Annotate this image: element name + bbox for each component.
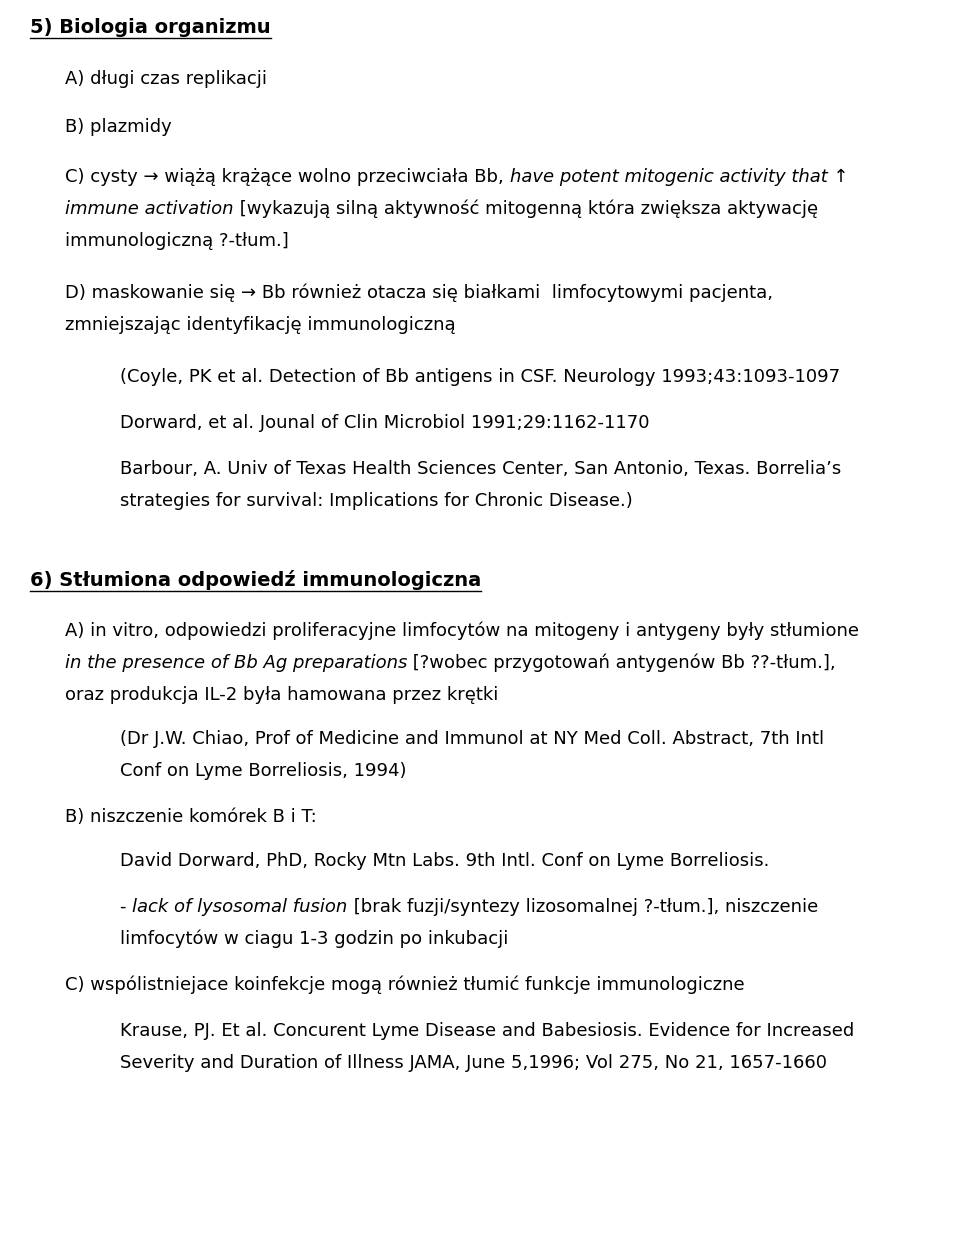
Text: B) niszczenie komórek B i T:: B) niszczenie komórek B i T: bbox=[65, 808, 317, 826]
Text: oraz produkcja IL-2 była hamowana przez krętki: oraz produkcja IL-2 była hamowana przez … bbox=[65, 686, 498, 704]
Text: immune activation: immune activation bbox=[65, 201, 233, 218]
Text: lack of lysosomal fusion: lack of lysosomal fusion bbox=[132, 898, 348, 916]
Text: C) wspólistniejace koinfekcje mogą również tłumić funkcje immunologiczne: C) wspólistniejace koinfekcje mogą równi… bbox=[65, 976, 745, 994]
Text: [wykazują silną aktywność mitogenną która zwiększa aktywację: [wykazują silną aktywność mitogenną któr… bbox=[233, 201, 818, 218]
Text: David Dorward, PhD, Rocky Mtn Labs. 9th Intl. Conf on Lyme Borreliosis.: David Dorward, PhD, Rocky Mtn Labs. 9th … bbox=[120, 852, 769, 870]
Text: immunologiczną ?-tłum.]: immunologiczną ?-tłum.] bbox=[65, 232, 289, 250]
Text: (Coyle, PK et al. Detection of Bb antigens in CSF. Neurology 1993;43:1093-1097: (Coyle, PK et al. Detection of Bb antige… bbox=[120, 368, 840, 386]
Text: Krause, PJ. Et al. Concurent Lyme Disease and Babesiosis. Evidence for Increased: Krause, PJ. Et al. Concurent Lyme Diseas… bbox=[120, 1023, 854, 1040]
Text: have potent mitogenic activity that ↑: have potent mitogenic activity that ↑ bbox=[510, 168, 848, 186]
Text: 6) Stłumiona odpowiedź immunologiczna: 6) Stłumiona odpowiedź immunologiczna bbox=[30, 569, 481, 591]
Text: A) in vitro, odpowiedzi proliferacyjne limfocytów na mitogeny i antygeny były st: A) in vitro, odpowiedzi proliferacyjne l… bbox=[65, 621, 859, 640]
Text: 5) Biologia organizmu: 5) Biologia organizmu bbox=[30, 19, 271, 37]
Text: limfocytów w ciagu 1-3 godzin po inkubacji: limfocytów w ciagu 1-3 godzin po inkubac… bbox=[120, 930, 509, 948]
Text: D) maskowanie się → Bb również otacza się białkami  limfocytowymi pacjenta,: D) maskowanie się → Bb również otacza si… bbox=[65, 284, 773, 302]
Text: Dorward, et al. Jounal of Clin Microbiol 1991;29:1162-1170: Dorward, et al. Jounal of Clin Microbiol… bbox=[120, 413, 650, 432]
Text: strategies for survival: Implications for Chronic Disease.): strategies for survival: Implications fo… bbox=[120, 491, 633, 510]
Text: B) plazmidy: B) plazmidy bbox=[65, 118, 172, 136]
Text: -: - bbox=[120, 898, 132, 916]
Text: (Dr J.W. Chiao, Prof of Medicine and Immunol at NY Med Coll. Abstract, 7th Intl: (Dr J.W. Chiao, Prof of Medicine and Imm… bbox=[120, 730, 824, 748]
Text: in the presence of Bb Ag preparations: in the presence of Bb Ag preparations bbox=[65, 654, 407, 672]
Text: Barbour, A. Univ of Texas Health Sciences Center, San Antonio, Texas. Borrelia’s: Barbour, A. Univ of Texas Health Science… bbox=[120, 461, 841, 478]
Text: Conf on Lyme Borreliosis, 1994): Conf on Lyme Borreliosis, 1994) bbox=[120, 763, 406, 780]
Text: A) długi czas replikacji: A) długi czas replikacji bbox=[65, 71, 267, 88]
Text: [?wobec przygotowań antygenów Bb ??-tłum.],: [?wobec przygotowań antygenów Bb ??-tłum… bbox=[407, 654, 836, 672]
Text: zmniejszając identyfikację immunologiczną: zmniejszając identyfikację immunologiczn… bbox=[65, 316, 456, 334]
Text: Severity and Duration of Illness JAMA, June 5,1996; Vol 275, No 21, 1657-1660: Severity and Duration of Illness JAMA, J… bbox=[120, 1054, 827, 1072]
Text: C) cysty → wiążą krążące wolno przeciwciała Bb,: C) cysty → wiążą krążące wolno przeciwci… bbox=[65, 168, 510, 186]
Text: [brak fuzji/syntezy lizosomalnej ?-tłum.], niszczenie: [brak fuzji/syntezy lizosomalnej ?-tłum.… bbox=[348, 898, 818, 916]
